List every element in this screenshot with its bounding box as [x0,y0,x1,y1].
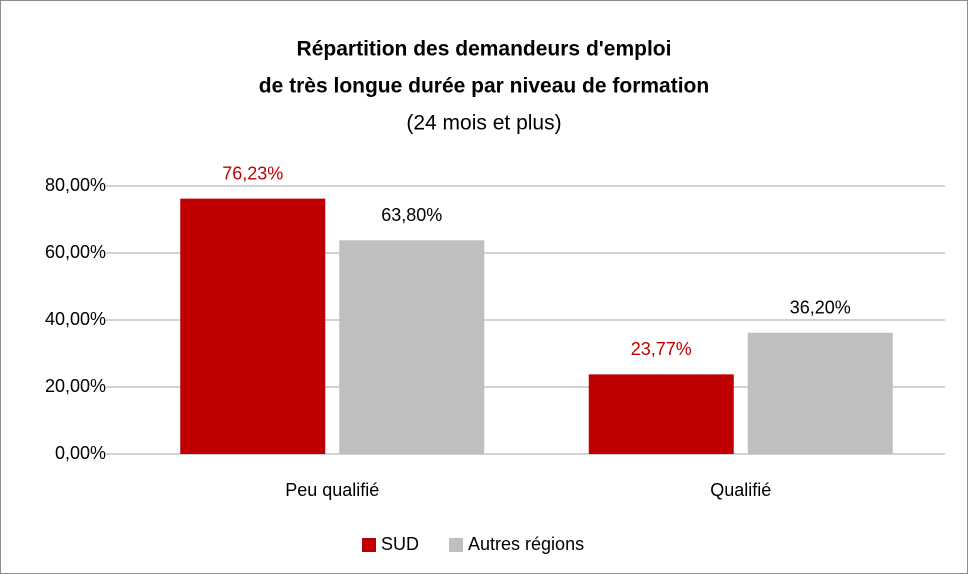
bar [588,374,734,454]
y-tick-label: 20,00% [45,376,106,396]
legend-swatch [449,538,464,552]
bar [180,198,326,454]
y-tick-label: 40,00% [45,309,106,329]
value-label: 36,20% [790,297,851,317]
value-label: 76,23% [222,163,283,183]
legend-label: SUD [381,534,419,554]
legend-swatch [362,538,376,552]
value-label: 23,77% [631,339,692,359]
value-label: 63,80% [381,205,442,225]
y-tick-label: 0,00% [55,443,106,463]
x-tick-label: Peu qualifié [285,480,379,500]
bar [747,332,893,454]
legend-label: Autres régions [468,534,584,554]
x-tick-label: Qualifié [710,480,771,500]
chart-title: Répartition des demandeurs d'emploi [297,38,672,61]
y-tick-label: 80,00% [45,175,106,195]
chart-subtitle: (24 mois et plus) [406,112,561,135]
y-tick-label: 60,00% [45,242,106,262]
chart-title: de très longue durée par niveau de forma… [259,75,709,98]
bar [339,240,485,454]
